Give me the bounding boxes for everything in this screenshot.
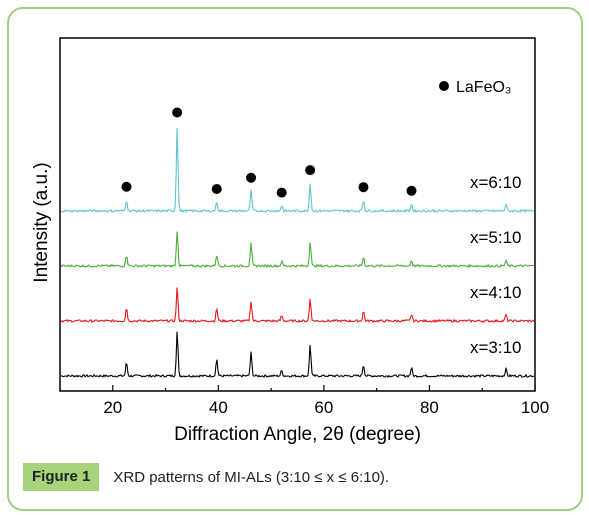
x-tick-label: 80 [420, 398, 439, 417]
legend: LaFeO₃ [439, 79, 511, 96]
x-tick-label: 40 [209, 398, 228, 417]
series-line [60, 331, 535, 378]
series-line [60, 287, 535, 324]
legend-label: LaFeO₃ [456, 79, 511, 96]
x-tick-label: 60 [314, 398, 333, 417]
caption-text: XRD patterns of MI-ALs (3:10 ≤ x ≤ 6:10)… [113, 468, 390, 486]
peak-marker [276, 187, 287, 198]
y-axis-label: Intensity (a.u.) [31, 162, 52, 282]
x-axis-label: Diffraction Angle, 2θ (degree) [174, 424, 421, 445]
plot-area-border [59, 37, 536, 392]
x-axis: 20 40 60 80 100 [59, 385, 549, 417]
series-label: x=4:10 [470, 283, 522, 302]
series-label: x=6:10 [470, 173, 522, 192]
figure-frame [7, 7, 583, 511]
series-label: x=3:10 [470, 338, 522, 357]
figure-number: Figure 1 [23, 463, 100, 491]
peak-marker [305, 165, 316, 176]
figure-caption: Figure 1 XRD patterns of MI-ALs (3:10 ≤ … [23, 462, 389, 492]
legend-marker [439, 81, 449, 91]
series-line [60, 127, 535, 214]
peak-marker [211, 184, 222, 194]
x-tick-label: 100 [521, 398, 549, 417]
x-tick-label: 20 [103, 398, 122, 417]
peak-marker [406, 185, 417, 196]
series-label: x=5:10 [470, 228, 522, 247]
peak-marker [358, 182, 369, 193]
peak-marker [172, 107, 183, 118]
series-layer [60, 127, 535, 378]
peak-marker [121, 181, 132, 192]
xrd-chart: 20 40 60 80 100 x=3:10 x=4:10 x=5:10 x=6:10 Dif… [31, 37, 549, 445]
series-line [60, 231, 535, 269]
peak-marker [246, 172, 257, 183]
series-labels: x=3:10 x=4:10 x=5:10 x=6:10 [470, 173, 522, 357]
peak-markers [121, 107, 417, 198]
